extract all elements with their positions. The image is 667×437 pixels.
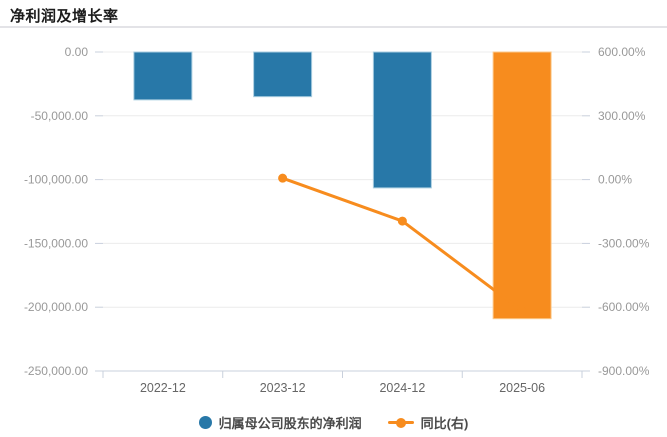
yoy-line: [282, 176, 524, 313]
y-axis-label-right: -900.00%: [598, 364, 650, 378]
x-axis-label: 2022-12: [140, 381, 186, 395]
x-axis-label: 2025-06: [499, 381, 545, 395]
bar-2023-12[interactable]: [253, 51, 313, 98]
line-point-2024-12[interactable]: [397, 216, 407, 226]
chart-title: 净利润及增长率: [10, 8, 119, 25]
title-divider: [0, 26, 667, 28]
line-point-2023-12[interactable]: [278, 173, 288, 183]
legend-line-dot-icon: [387, 416, 414, 429]
legend-label-yoy: 同比(右): [420, 416, 469, 431]
y-axis-label-left: -250,000.00: [24, 364, 88, 378]
bar-2024-12[interactable]: [372, 51, 432, 189]
y-axis-label-left: -50,000.00: [31, 109, 89, 123]
legend-item-net-profit[interactable]: 归属母公司股东的净利润: [198, 413, 362, 432]
legend-circle-icon: [198, 416, 212, 429]
x-axis-label: 2023-12: [260, 381, 306, 395]
bar-2025-06[interactable]: [492, 51, 552, 320]
y-axis-label-right: 600.00%: [598, 45, 646, 59]
y-axis-label-left: 0.00: [65, 45, 89, 59]
y-axis-label-left: -100,000.00: [24, 173, 88, 187]
y-axis-label-left: -150,000.00: [24, 236, 88, 250]
x-axis-label: 2024-12: [379, 381, 425, 395]
y-axis-label-right: 0.00%: [598, 173, 632, 187]
line-point-2025-06[interactable]: [517, 306, 527, 316]
y-axis-label-right: 300.00%: [598, 109, 646, 123]
legend: 归属母公司股东的净利润 同比(右): [0, 413, 667, 432]
legend-label-net-profit: 归属母公司股东的净利润: [218, 416, 362, 431]
y-axis-label-right: -600.00%: [598, 300, 650, 314]
bar-2022-12[interactable]: [133, 51, 193, 101]
y-axis-label-left: -200,000.00: [24, 300, 88, 314]
y-axis-label-right: -300.00%: [598, 236, 650, 250]
legend-item-yoy[interactable]: 同比(右): [387, 413, 469, 432]
